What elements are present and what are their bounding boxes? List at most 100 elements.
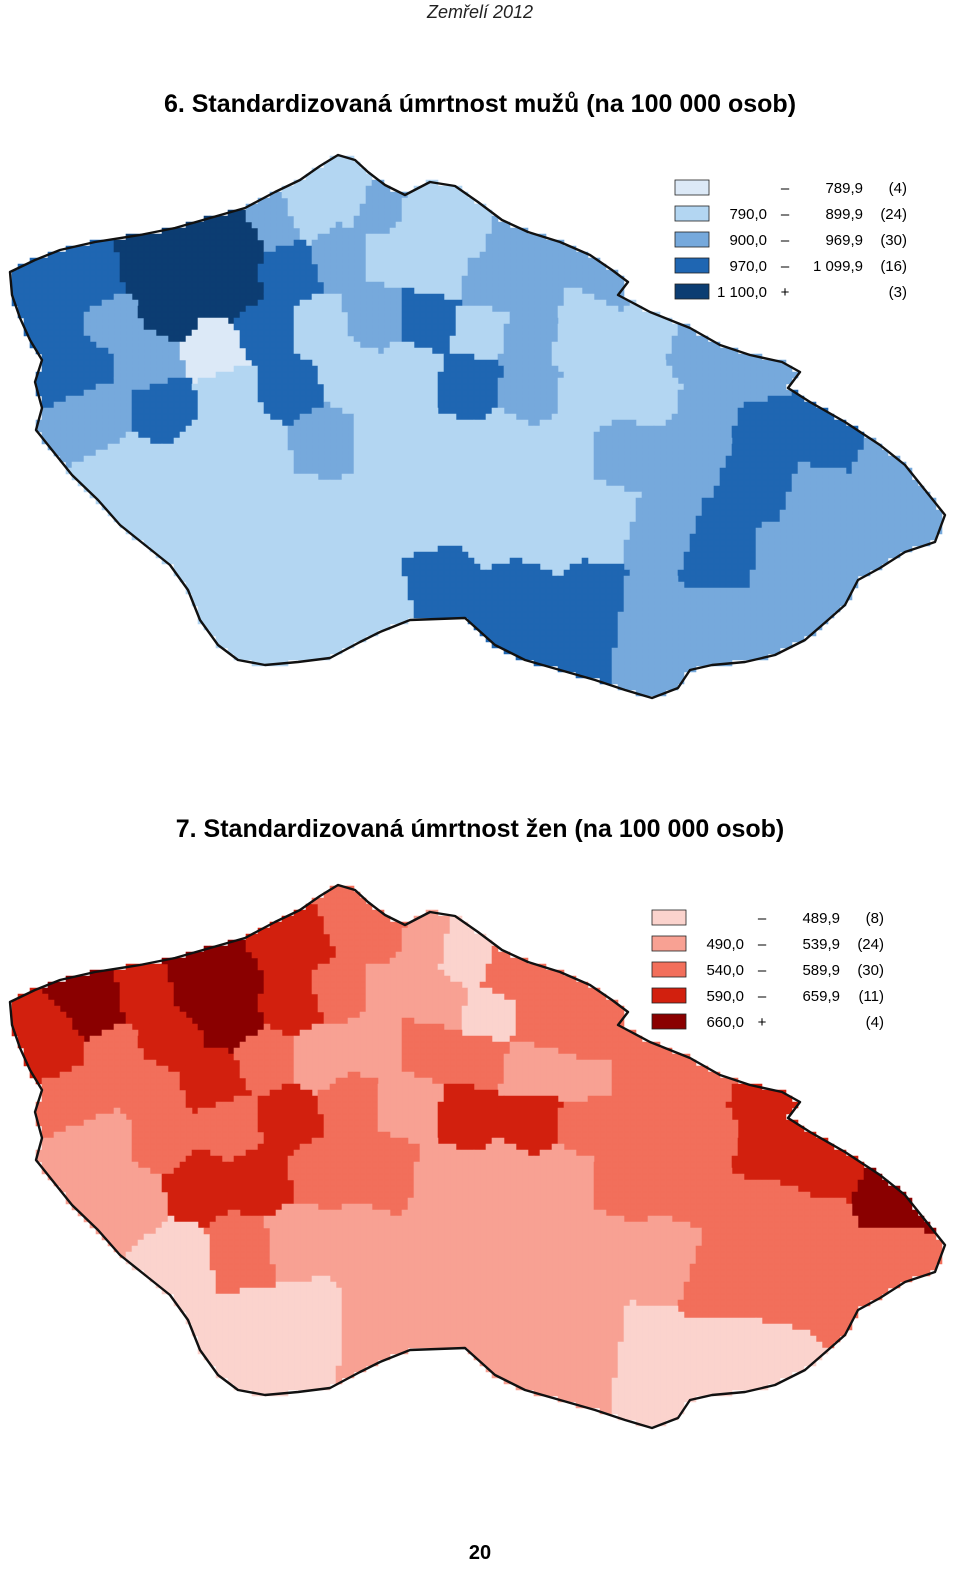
district-region <box>263 473 331 553</box>
district-region <box>125 1215 217 1325</box>
legend-separator: + <box>758 1014 767 1031</box>
districts <box>11 885 943 1427</box>
district-region <box>497 311 559 367</box>
district-region <box>65 431 169 529</box>
legend-count: (30) <box>857 962 884 979</box>
district-region <box>611 299 679 373</box>
map-legend: –789,9 (4)790,0–899,9 (24)900,0–969,9 (30)9… <box>674 179 907 301</box>
legend-separator: + <box>781 284 790 301</box>
district-region <box>779 1191 859 1271</box>
district-region <box>281 173 337 247</box>
district-region <box>851 437 937 505</box>
legend-count: (16) <box>880 258 907 275</box>
district-region <box>191 557 289 667</box>
legend-separator: – <box>758 988 767 1005</box>
district-region <box>779 461 859 541</box>
legend-count: (4) <box>889 180 907 197</box>
page-header: Zemřelí 2012 <box>426 2 534 22</box>
district-region <box>113 1059 187 1121</box>
district-region <box>791 1131 865 1205</box>
district-region <box>653 1143 733 1229</box>
district-region <box>551 1053 613 1103</box>
district-region <box>743 587 829 661</box>
legend-swatch <box>651 987 687 1004</box>
district-region <box>557 365 625 433</box>
legend-to: 659,9 <box>802 988 840 1005</box>
legend-to: 899,9 <box>825 206 863 223</box>
district-region <box>11 987 85 1085</box>
legend-from: 660,0 <box>706 1014 744 1031</box>
country-border <box>8 883 947 1430</box>
legend-count: (8) <box>866 910 884 927</box>
district-region <box>509 993 565 1049</box>
district-region <box>473 1287 559 1397</box>
district-region <box>845 1227 943 1295</box>
district-region <box>233 293 295 367</box>
district-region <box>203 1209 277 1295</box>
legend-swatch <box>674 257 710 274</box>
district-region <box>161 419 235 499</box>
legend-to: 789,9 <box>825 180 863 197</box>
district-region <box>557 1095 625 1163</box>
district-region <box>365 227 421 289</box>
district-region <box>677 497 757 589</box>
legend-to: 969,9 <box>825 232 863 249</box>
legend-from: 1 100,0 <box>717 284 767 301</box>
legend-separator: – <box>758 936 767 953</box>
legend-count: (11) <box>858 988 884 1005</box>
legend-from: 590,0 <box>706 988 744 1005</box>
legend-swatch <box>674 283 710 300</box>
page-number: 20 <box>468 1542 492 1564</box>
legend-separator: – <box>758 910 767 927</box>
district-region <box>515 1215 583 1307</box>
district-region <box>113 329 187 391</box>
legend-to: 1 099,9 <box>813 258 863 275</box>
district-region <box>341 1011 403 1085</box>
legend-swatch <box>651 909 687 926</box>
district-region <box>653 413 733 499</box>
legend-separator: – <box>758 962 767 979</box>
district-region <box>449 1035 511 1091</box>
district-region <box>353 1131 421 1217</box>
country-border <box>8 153 947 700</box>
district-region <box>161 1149 235 1229</box>
district-region <box>611 569 685 697</box>
legend-from: 490,0 <box>706 936 744 953</box>
district-region <box>125 485 217 595</box>
district-region <box>437 915 493 989</box>
district-region <box>851 1167 937 1235</box>
legend-to: 489,9 <box>802 910 840 927</box>
legend-swatch <box>651 1013 687 1030</box>
district-region <box>533 1143 595 1223</box>
district-region <box>611 1299 685 1427</box>
choropleth-map-women: –489,9 (8)490,0–539,9 (24)540,0–589,9 (30)5… <box>8 883 947 1430</box>
district-region <box>401 545 487 625</box>
legend-from: 540,0 <box>706 962 744 979</box>
district-region <box>623 1215 703 1307</box>
district-region <box>377 341 445 415</box>
legend-count: (30) <box>880 232 907 249</box>
district-region <box>263 1203 331 1283</box>
district-region <box>41 969 127 1043</box>
district-region <box>233 1023 295 1097</box>
district-region <box>257 353 325 427</box>
district-region <box>551 323 613 373</box>
legend-from: 900,0 <box>729 232 767 249</box>
district-region <box>593 1149 661 1223</box>
legend-to: 539,9 <box>802 936 840 953</box>
district-region <box>335 551 415 655</box>
legend-count: (24) <box>880 206 907 223</box>
choropleth-map-men: –789,9 (4)790,0–899,9 (24)900,0–969,9 (30)9… <box>8 153 947 700</box>
district-region <box>455 479 523 571</box>
district-region <box>245 191 301 253</box>
map-title-men: 6. Standardizovaná úmrtnost mužů (na 100… <box>163 90 797 118</box>
districts <box>11 155 943 697</box>
district-region <box>677 377 739 439</box>
legend-swatch <box>674 205 710 222</box>
district-region <box>473 1137 535 1223</box>
district-region <box>407 407 481 493</box>
district-region <box>509 263 565 319</box>
legend-separator: – <box>781 258 790 275</box>
map-legend: –489,9 (8)490,0–539,9 (24)540,0–589,9 (30)5… <box>651 909 884 1031</box>
district-region <box>191 1287 289 1397</box>
